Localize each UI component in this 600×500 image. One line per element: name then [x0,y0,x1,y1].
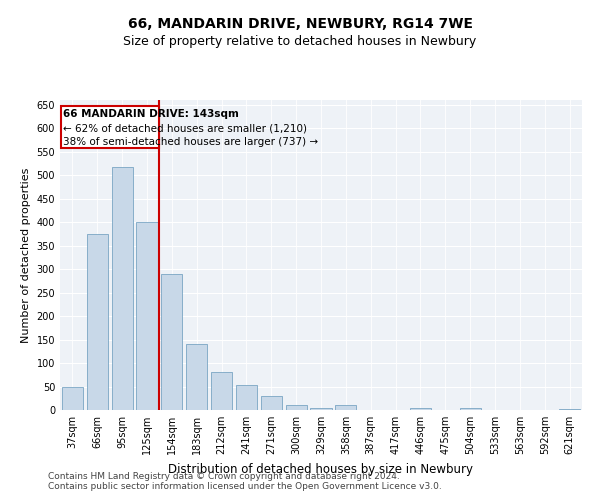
Text: 66, MANDARIN DRIVE, NEWBURY, RG14 7WE: 66, MANDARIN DRIVE, NEWBURY, RG14 7WE [128,18,473,32]
Text: 66 MANDARIN DRIVE: 143sqm: 66 MANDARIN DRIVE: 143sqm [63,110,239,120]
Bar [62,386,83,410]
Text: Contains public sector information licensed under the Open Government Licence v3: Contains public sector information licen… [48,482,442,491]
Bar [112,166,133,410]
Bar [460,408,481,410]
Bar [335,405,356,410]
Bar [236,384,257,410]
Bar [186,344,207,410]
Text: Size of property relative to detached houses in Newbury: Size of property relative to detached ho… [124,35,476,48]
Bar [286,405,307,410]
Bar [559,408,580,410]
FancyBboxPatch shape [61,106,159,148]
Y-axis label: Number of detached properties: Number of detached properties [21,168,31,342]
Bar [310,408,332,410]
Text: ← 62% of detached houses are smaller (1,210): ← 62% of detached houses are smaller (1,… [63,123,307,133]
Bar [261,396,282,410]
Bar [211,372,232,410]
Bar [87,234,108,410]
X-axis label: Distribution of detached houses by size in Newbury: Distribution of detached houses by size … [169,462,473,475]
Text: Contains HM Land Registry data © Crown copyright and database right 2024.: Contains HM Land Registry data © Crown c… [48,472,400,481]
Text: 38% of semi-detached houses are larger (737) →: 38% of semi-detached houses are larger (… [63,136,319,146]
Bar [410,408,431,410]
Bar [136,222,158,410]
Bar [161,274,182,410]
